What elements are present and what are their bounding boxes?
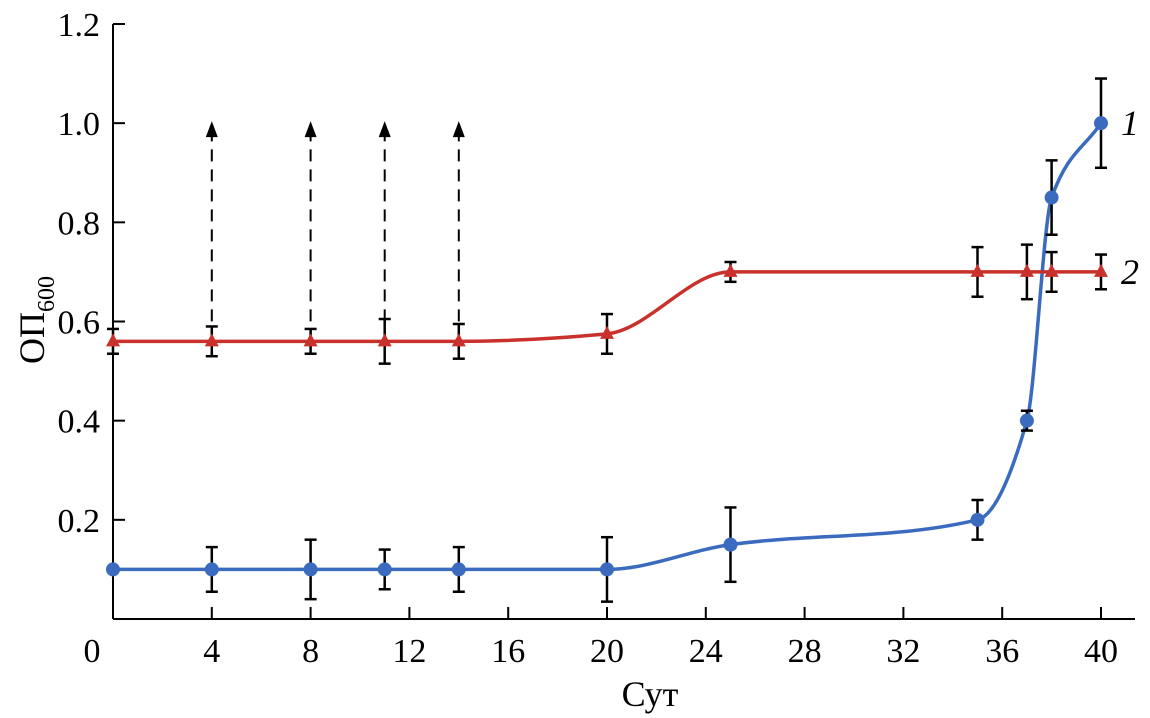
series-2-point [106,333,120,347]
series-2-label: 2 [1121,252,1139,292]
y-ticks: 0.2 0.4 0.6 0.8 1.0 1.2 [58,7,125,540]
x-tick-label: 40 [1084,633,1118,670]
series-labels: 12 [1121,103,1139,292]
y-tick-label: 1.2 [58,7,101,44]
dashed-arrows [205,121,465,342]
x-tick-label: 28 [788,633,822,670]
series-2-point [1019,263,1034,277]
arrow-head [205,121,218,138]
series-1-point [1094,116,1108,131]
x-tick-label: 20 [590,633,624,670]
series-1-point [1044,190,1059,205]
x-tick-label: 8 [302,633,319,670]
y-tick-label: 0.8 [58,205,101,242]
arrow-head [304,121,317,138]
x-tick-label: 32 [886,633,920,670]
y-tick-label: 0.6 [58,305,101,342]
x-axis-label: Сут [622,674,679,714]
series-1-point [204,562,219,577]
x-tick-label: 16 [491,633,525,670]
y-axis-label-subscript: 600 [34,276,60,312]
x-tick-label: 0 [84,633,101,670]
x-tick-label: 4 [203,633,220,670]
series-2-point [1044,263,1059,277]
x-ticks: 0 4 8 12 16 20 24 28 32 36 40 [84,607,1118,670]
axes [112,24,1135,620]
arrow-head [452,121,465,138]
series-1-point [723,537,738,552]
series-2-point [970,263,985,277]
series-2-point [600,325,614,339]
series-1-point [1019,413,1034,428]
x-tick-label: 36 [985,633,1019,670]
series-1-point [377,562,392,577]
series-2-point [723,263,738,277]
arrow-head [378,121,391,138]
x-tick-label: 24 [689,633,723,670]
series-1-point [600,562,614,577]
series-2-point [451,333,466,347]
y-tick-label: 1.0 [58,106,101,143]
series-2-point [377,333,392,347]
y-axis-label-main: ОП [12,312,52,364]
x-tick-label: 12 [392,633,426,670]
series-1-point [451,562,466,577]
y-tick-label: 0.2 [58,503,101,540]
y-axis-label: ОП600 [12,276,60,364]
series-1-label: 1 [1121,103,1139,143]
series-2-point [303,333,318,347]
series-1-point [106,562,120,577]
series-1-point [303,562,318,577]
series-1-point [970,512,985,527]
series-2-point [1094,263,1108,277]
y-tick-label: 0.4 [58,404,101,441]
data-markers [106,116,1108,577]
series-2-point [204,333,219,347]
